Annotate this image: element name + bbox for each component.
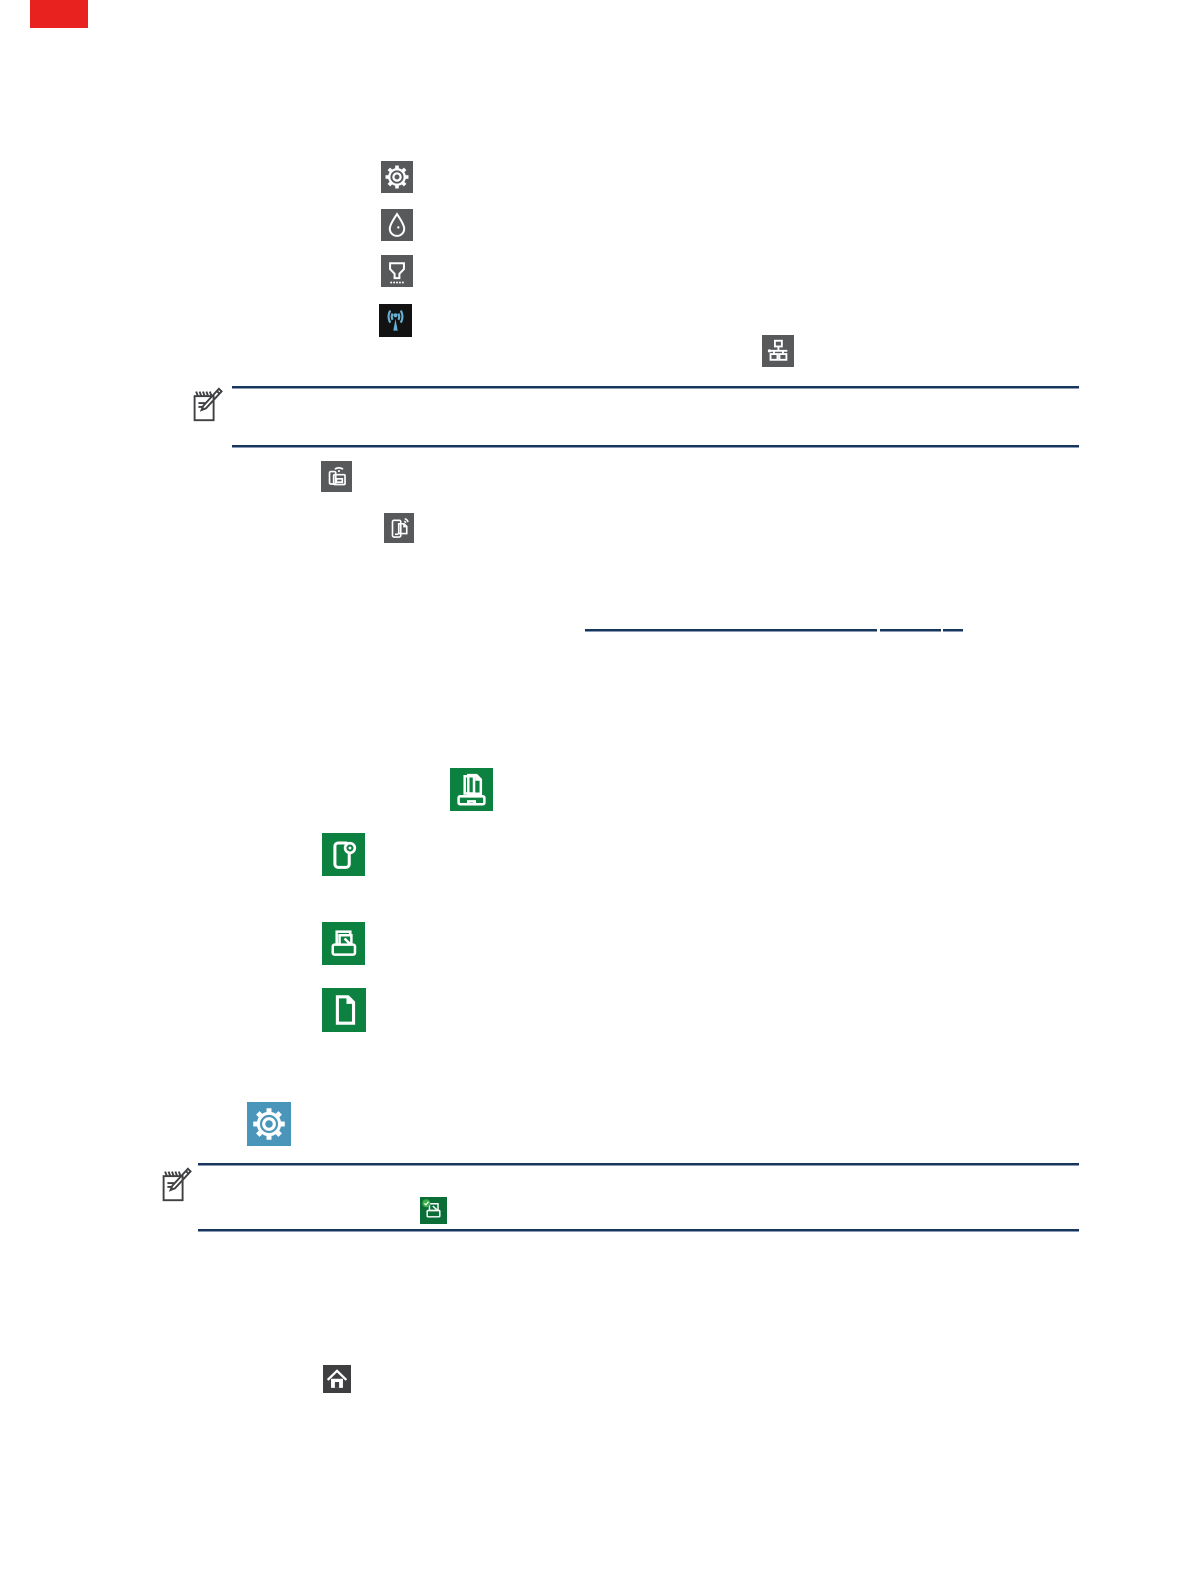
ink-droplet-icon: [381, 209, 413, 241]
paper-tray-ok-icon: [420, 1197, 447, 1224]
note-rule-bottom: [232, 445, 1079, 448]
note2-rule-top: [198, 1163, 1079, 1166]
settings-gear-blue-icon: [247, 1102, 291, 1146]
note-icon-2: [162, 1167, 192, 1202]
home-icon: [323, 1365, 351, 1393]
hyperlink-underline-segment[interactable]: [943, 629, 963, 632]
settings-gear-icon: [381, 161, 413, 193]
red-highlight-marker: [30, 0, 88, 28]
hyperlink-underline-segment[interactable]: [879, 629, 941, 632]
paper-output-stack-icon: [450, 768, 493, 811]
paper-roll-icon: [322, 833, 365, 876]
note2-rule-bottom: [198, 1229, 1079, 1232]
wifi-direct-icon: [321, 461, 352, 492]
mobile-printing-icon: [384, 513, 414, 543]
hyperlink-underline-segment[interactable]: [585, 629, 877, 632]
hyperlink[interactable]: [585, 629, 965, 633]
note-rule-top: [232, 386, 1079, 389]
wireless-antenna-icon: [379, 304, 412, 337]
single-sheet-icon: [322, 988, 366, 1032]
printhead-icon: [381, 255, 413, 287]
note-icon: [193, 387, 223, 422]
paper-tray-icon: [322, 922, 365, 965]
ethernet-network-icon: [762, 335, 794, 367]
